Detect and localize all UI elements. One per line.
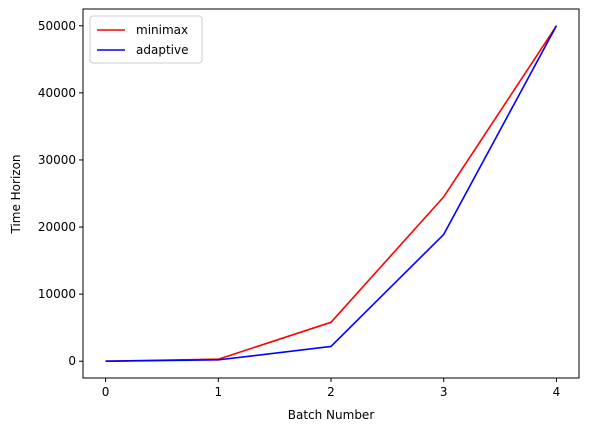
x-tick-label: 0: [102, 385, 110, 399]
y-axis: 0 10000 20000 30000 40000 50000: [38, 19, 83, 368]
legend-label-minimax: minimax: [136, 23, 188, 37]
y-tick-label: 10000: [38, 287, 76, 301]
x-tick-label: 3: [440, 385, 448, 399]
y-tick-label: 30000: [38, 153, 76, 167]
series-layer: [105, 25, 558, 363]
y-tick-label: 20000: [38, 220, 76, 234]
legend-label-adaptive: adaptive: [136, 43, 188, 57]
x-tick-label: 1: [214, 385, 222, 399]
x-tick-label: 4: [553, 385, 561, 399]
series-line-minimax: [105, 25, 558, 363]
legend-box: [89, 15, 203, 64]
series-line-adaptive: [105, 25, 558, 363]
x-tick-label: 2: [327, 385, 335, 399]
y-tick-label: 50000: [38, 19, 76, 33]
y-tick-label: 0: [68, 354, 76, 368]
y-axis-label: Time Horizon: [9, 154, 23, 234]
y-tick-label: 40000: [38, 86, 76, 100]
x-axis: 0 1 2 3 4: [102, 378, 561, 399]
x-axis-label: Batch Number: [288, 408, 375, 422]
legend: minimax adaptive: [89, 15, 203, 64]
